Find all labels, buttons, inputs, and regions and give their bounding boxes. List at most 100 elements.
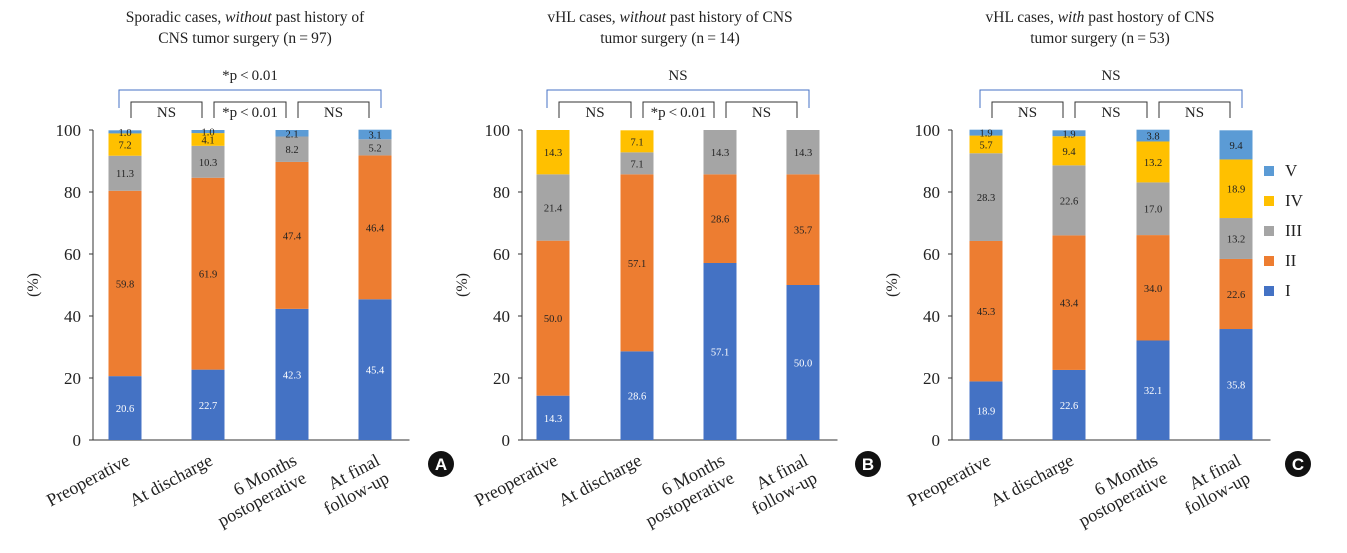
y-tick-label: 80	[493, 183, 510, 202]
legend-label: IV	[1285, 191, 1304, 210]
panel-title-line: tumor surgery (n = 53)	[1030, 30, 1170, 47]
significance-label: *p < 0.01	[222, 105, 278, 121]
data-label: 9.4	[1229, 141, 1243, 152]
data-label: 50.0	[794, 359, 812, 370]
bar-segment-IV	[1136, 141, 1170, 183]
bar-segment-III	[1136, 182, 1170, 236]
legend-swatch	[1264, 256, 1274, 266]
data-label: 35.8	[1227, 381, 1245, 392]
data-label: 28.6	[711, 215, 729, 226]
y-axis-label: (%)	[884, 273, 901, 297]
bar-segment-III	[1219, 218, 1253, 259]
bar-segment-V	[108, 130, 142, 134]
significance-bracket	[118, 89, 382, 108]
data-label: 28.6	[628, 392, 646, 403]
y-tick-label: 60	[923, 245, 940, 264]
data-label: 10.3	[199, 158, 217, 169]
data-label: 8.2	[285, 145, 298, 156]
data-label: 45.3	[977, 307, 995, 318]
bar-segment-III	[108, 155, 142, 191]
legend-label: I	[1285, 281, 1291, 300]
significance-label: NS	[1185, 105, 1204, 121]
bar-segment-I	[703, 262, 737, 440]
data-label: 14.3	[544, 148, 562, 159]
bar-segment-III	[358, 139, 392, 156]
panel-title-segment: tumor surgery (n = 14)	[600, 30, 740, 47]
y-axis-label: (%)	[454, 273, 471, 297]
panel-title-line: Sporadic cases, without past history of	[126, 9, 365, 26]
bar-segment-IV	[1052, 136, 1086, 166]
bracket-label-bg	[1084, 103, 1138, 121]
legend-swatch	[1264, 286, 1274, 296]
x-category-line: At discharge	[555, 450, 645, 510]
data-label: 17.0	[1144, 205, 1162, 216]
panel-title-line: tumor surgery (n = 14)	[600, 30, 740, 47]
data-label: 57.1	[628, 259, 646, 270]
bar-segment-IV	[620, 130, 654, 153]
y-tick-label: 20	[493, 369, 510, 388]
bar-segment-I	[620, 351, 654, 440]
data-label: 22.7	[199, 401, 217, 412]
y-tick-label: 0	[932, 431, 941, 450]
data-label: 21.4	[544, 204, 563, 215]
data-label: 18.9	[1227, 185, 1245, 196]
data-label: 45.4	[366, 366, 385, 377]
panel-title-segment: without	[225, 9, 272, 26]
data-label: 18.9	[977, 407, 995, 418]
bar-segment-III	[969, 153, 1003, 241]
panel-badge-letter: B	[862, 455, 874, 474]
bar-segment-II	[620, 174, 654, 352]
bracket-label-bg	[568, 103, 622, 121]
significance-label: NS	[668, 68, 687, 84]
x-category-label: Preoperative	[43, 450, 133, 510]
significance-bracket	[1074, 101, 1148, 118]
data-label: 14.3	[794, 148, 812, 159]
y-tick-label: 40	[493, 307, 510, 326]
panel-badge	[428, 451, 454, 477]
y-tick-label: 60	[493, 245, 510, 264]
data-label: 47.4	[283, 231, 302, 242]
data-label: 22.6	[1227, 290, 1245, 301]
significance-bracket	[991, 101, 1064, 118]
bar-segment-V	[1136, 129, 1170, 142]
y-tick-label: 40	[64, 307, 81, 326]
y-tick-label: 60	[64, 245, 81, 264]
bar-segment-III	[536, 174, 570, 241]
significance-label: NS	[752, 105, 771, 121]
y-tick-label: 0	[502, 431, 511, 450]
panel-title-segment: Sporadic cases,	[126, 9, 225, 26]
significance-bracket	[979, 89, 1243, 108]
data-label: 1.0	[201, 128, 214, 139]
y-tick-label: 20	[923, 369, 940, 388]
panel-title-segment: vHL cases,	[986, 9, 1058, 26]
data-label: 7.1	[630, 137, 643, 148]
data-label: 3.8	[1146, 132, 1159, 143]
data-label: 5.7	[979, 140, 992, 151]
y-axis-label: (%)	[25, 273, 42, 297]
bar-segment-III	[275, 136, 309, 162]
x-category-label: Preoperative	[904, 450, 994, 510]
significance-label: NS	[1101, 68, 1120, 84]
significance-bracket	[546, 89, 810, 108]
panel-title-segment: past hostory of CNS	[1084, 9, 1214, 26]
bar-segment-I	[108, 376, 142, 440]
significance-bracket	[642, 101, 715, 118]
bar-segment-II	[786, 174, 820, 285]
x-category-label: At finalfollow-up	[739, 450, 820, 519]
data-label: 20.6	[116, 404, 134, 415]
data-label: 1.0	[118, 128, 131, 139]
bar-segment-II	[536, 240, 570, 396]
y-tick-label: 40	[923, 307, 940, 326]
x-category-line: At discharge	[126, 450, 216, 510]
data-label: 42.3	[283, 370, 301, 381]
bar-segment-V	[358, 129, 392, 140]
panel-title-line: vHL cases, without past history of CNS	[547, 9, 792, 26]
y-tick-label: 100	[56, 121, 82, 140]
panel-badge	[1285, 451, 1311, 477]
data-label: 50.0	[544, 314, 562, 325]
legend-label: III	[1285, 221, 1302, 240]
bar-segment-I	[191, 369, 225, 440]
bar-segment-V	[969, 129, 1003, 136]
bracket-label-bg	[734, 103, 789, 121]
